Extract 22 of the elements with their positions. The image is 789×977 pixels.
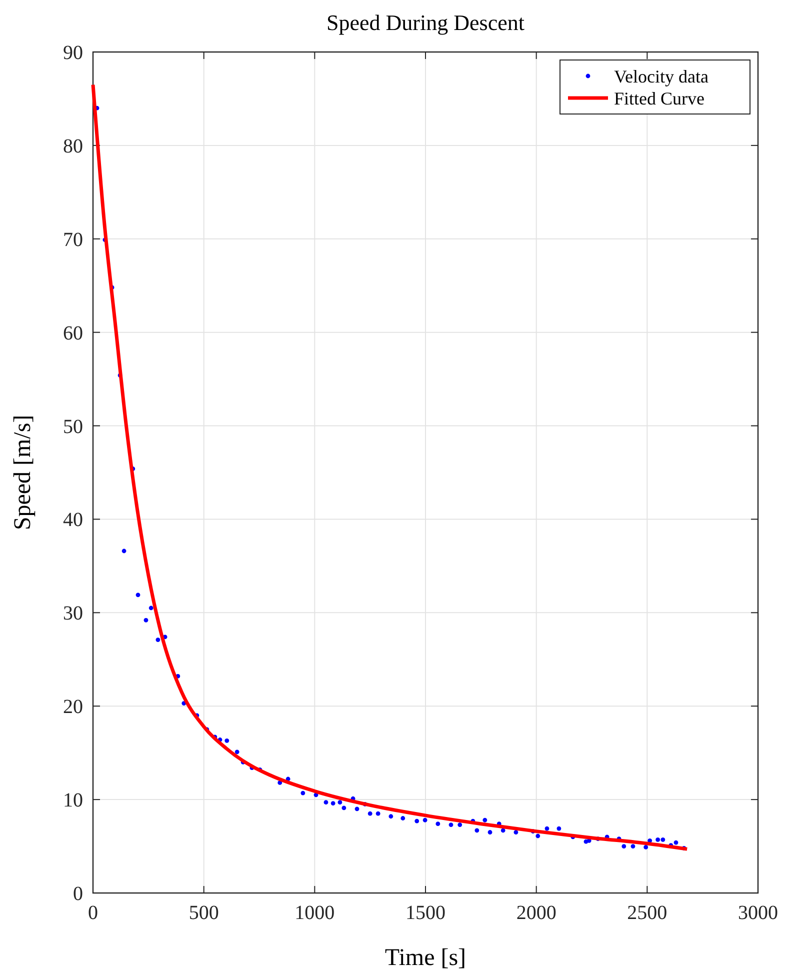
x-axis-title: Time [s] <box>384 945 466 971</box>
legend-label: Fitted Curve <box>614 88 705 108</box>
x-tick-label: 1000 <box>294 902 335 924</box>
legend-label: Velocity data <box>614 66 708 86</box>
x-tick-label: 2500 <box>627 902 668 924</box>
y-axis-title: Speed [m/s] <box>10 414 36 530</box>
x-tick-label: 3000 <box>738 902 778 924</box>
y-tick-label: 40 <box>63 509 83 532</box>
x-tick-label: 2000 <box>516 902 556 924</box>
y-tick-label: 70 <box>63 228 83 251</box>
y-tick-label: 90 <box>63 42 83 64</box>
y-tick-label: 20 <box>63 696 83 718</box>
y-tick-label: 80 <box>63 135 83 158</box>
x-tick-label: 1500 <box>406 902 446 924</box>
y-tick-label: 30 <box>63 602 83 625</box>
x-tick-label: 500 <box>188 902 219 924</box>
y-tick-label: 50 <box>63 416 83 438</box>
chart-title: Speed During Descent <box>326 10 524 35</box>
y-tick-label: 10 <box>63 790 83 812</box>
x-tick-label: 0 <box>88 902 98 924</box>
y-tick-label: 60 <box>63 322 83 344</box>
y-tick-label: 0 <box>73 883 83 905</box>
